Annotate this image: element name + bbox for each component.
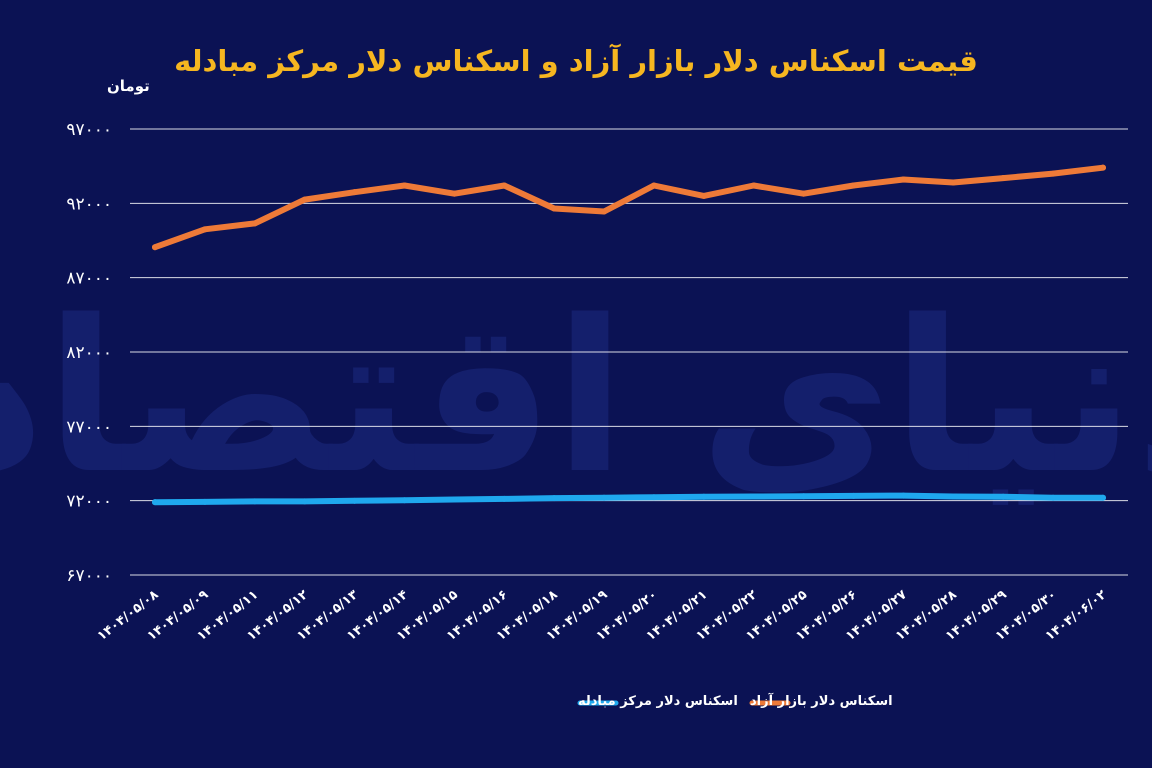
series-line-exchange-center (152, 492, 1106, 506)
data-point (451, 190, 458, 197)
legend: اسکناس دلار بازار آزاد اسکناس دلار مرکز … (577, 692, 893, 709)
y-tick-label: ۹۷۰۰۰ (66, 120, 112, 140)
data-point (950, 179, 957, 186)
data-point (1050, 494, 1057, 501)
data-point (1050, 170, 1057, 177)
legend-label-free-market: اسکناس دلار بازار آزاد (750, 692, 893, 709)
data-point (301, 498, 308, 505)
data-point (1100, 494, 1106, 501)
data-point (351, 189, 358, 196)
data-point (850, 182, 857, 189)
watermark-logo: دنیای اقتصاد (0, 275, 1152, 520)
data-point (201, 226, 208, 233)
data-point (201, 498, 208, 505)
data-point (251, 498, 258, 505)
chart-title: قیمت اسکناس دلار بازار آزاد و اسکناس دلا… (174, 43, 978, 78)
legend-label-exchange-center: اسکناس دلار مرکز مبادله (578, 694, 738, 709)
series-line-free-market (152, 164, 1106, 251)
y-tick-label: ۸۲۰۰۰ (66, 343, 112, 363)
data-point (1100, 164, 1106, 171)
y-axis-label: تومان (107, 77, 150, 95)
data-point (601, 494, 608, 501)
data-point (551, 205, 558, 212)
y-axis-ticks: ۹۷۰۰۰ ۹۲۰۰۰ ۸۷۰۰۰ ۸۲۰۰۰ ۷۷۰۰۰ ۷۲۰۰۰ ۶۷۰۰۰ (66, 120, 112, 586)
data-point (1000, 175, 1007, 182)
y-tick-label: ۹۲۰۰۰ (66, 194, 112, 214)
y-tick-label: ۸۷۰۰۰ (66, 269, 112, 289)
x-axis-ticks: ۱۴۰۴/۰۵/۰۸۱۴۰۴/۰۵/۰۹۱۴۰۴/۰۵/۱۱۱۴۰۴/۰۵/۱۲… (95, 587, 1110, 644)
data-point (501, 495, 508, 502)
data-point (900, 492, 907, 499)
data-point (950, 493, 957, 500)
y-tick-label: ۶۷۰۰۰ (66, 566, 112, 586)
data-point (251, 220, 258, 227)
data-point (700, 493, 707, 500)
data-point (152, 499, 158, 506)
data-point (301, 196, 308, 203)
data-point (351, 497, 358, 504)
data-point (850, 492, 857, 499)
data-point (601, 208, 608, 215)
data-point (451, 496, 458, 503)
data-point (650, 494, 657, 501)
data-point (750, 182, 757, 189)
y-tick-label: ۷۲۰۰۰ (66, 492, 112, 512)
data-point (700, 192, 707, 199)
data-point (900, 176, 907, 183)
data-point (401, 497, 408, 504)
data-point (650, 182, 657, 189)
data-point (401, 182, 408, 189)
data-point (750, 493, 757, 500)
data-point (1000, 493, 1007, 500)
data-point (800, 493, 807, 500)
data-point (501, 182, 508, 189)
data-point (800, 190, 807, 197)
data-point (152, 244, 158, 251)
y-tick-label: ۷۷۰۰۰ (66, 417, 112, 437)
series-lines (152, 164, 1106, 506)
data-point (551, 495, 558, 502)
